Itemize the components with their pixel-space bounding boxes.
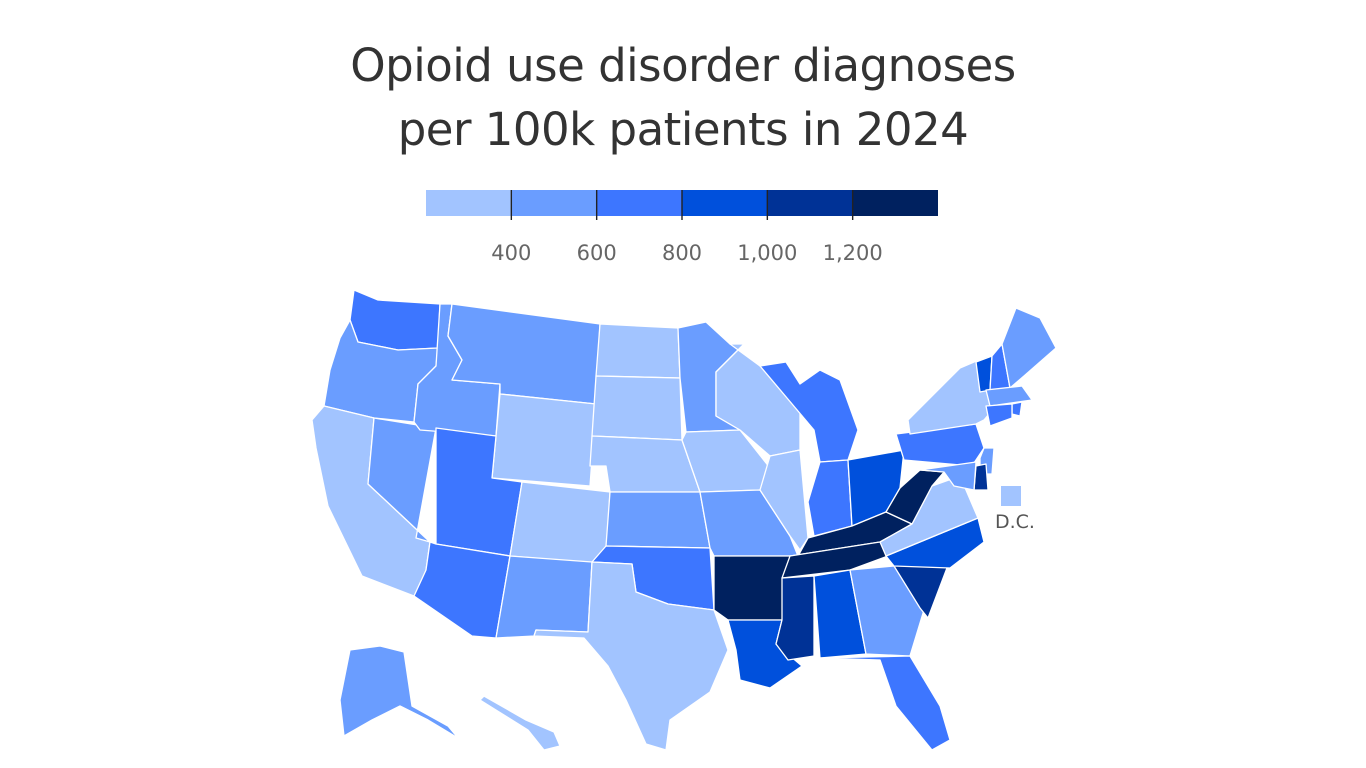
- legend-bin-5: [852, 190, 938, 216]
- legend-bin-1: [511, 190, 598, 216]
- state-in: [807, 459, 853, 537]
- legend-bin-4: [767, 190, 854, 216]
- state-wa: [349, 289, 441, 351]
- dc-label: D.C.: [995, 511, 1035, 533]
- state-ak: [339, 645, 459, 739]
- state-ms: [775, 575, 815, 661]
- state-md: [919, 461, 977, 491]
- state-ga: [849, 565, 925, 657]
- state-ks: [605, 491, 711, 549]
- state-me: [1001, 307, 1057, 389]
- state-il: [759, 449, 809, 551]
- state-ma: [985, 385, 1033, 407]
- state-fl: [819, 655, 951, 751]
- us-map-svg: D.C.: [311, 289, 1057, 751]
- color-legend: 400 600 800 1,000 1,200: [426, 190, 938, 270]
- dc-swatch: [1001, 486, 1021, 506]
- legend-bin-2: [596, 190, 683, 216]
- legend-tick-label-2: 800: [662, 241, 702, 265]
- state-sd: [591, 375, 683, 441]
- legend-tick-label-4: 1,200: [823, 241, 883, 265]
- chart-title: Opioid use disorder diagnoses per 100k p…: [0, 34, 1366, 162]
- chart-title-line-1: Opioid use disorder diagnoses: [350, 39, 1016, 92]
- legend-bin-3: [682, 190, 768, 216]
- state-nm: [495, 555, 593, 639]
- state-ct: [985, 403, 1013, 427]
- state-mi: [759, 361, 859, 463]
- legend-tick-label-3: 1,000: [737, 241, 797, 265]
- state-co: [509, 481, 611, 565]
- state-az: [413, 541, 511, 639]
- state-nd: [595, 323, 681, 379]
- legend-tick-label-1: 600: [577, 241, 617, 265]
- states-layer: [311, 289, 1057, 751]
- legend-bin-0: [426, 190, 512, 216]
- color-legend-scale: 400 600 800 1,000 1,200: [426, 190, 938, 265]
- legend-tick-label-0: 400: [491, 241, 531, 265]
- state-ri: [1011, 401, 1023, 417]
- state-hi: [479, 695, 561, 751]
- us-choropleth-map: D.C.: [300, 280, 1080, 760]
- state-tx: [533, 561, 729, 751]
- state-wy: [491, 393, 597, 487]
- chart-title-line-2: per 100k patients in 2024: [397, 103, 969, 156]
